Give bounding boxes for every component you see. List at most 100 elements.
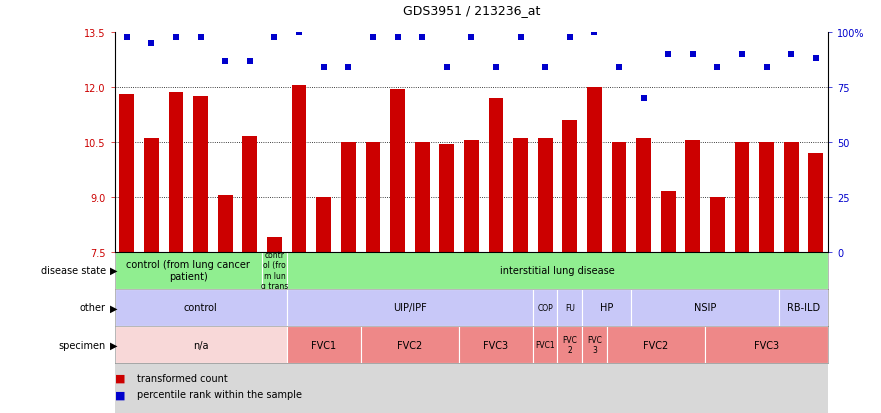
Point (316, 65, 330, 71)
Text: FVC2: FVC2 (397, 340, 423, 350)
Bar (292, 86, 307, 252)
Text: NSIP: NSIP (694, 303, 716, 313)
Bar (587, 88, 602, 252)
Bar (729, 252, 754, 413)
Bar (287, 326, 360, 363)
Text: ■: ■ (115, 373, 125, 383)
Bar (661, 192, 676, 252)
Point (759, 65, 774, 71)
Bar (537, 139, 552, 252)
Bar (287, 252, 311, 413)
Point (169, 34, 183, 41)
Bar (459, 252, 484, 413)
Point (685, 52, 700, 58)
Point (292, 30, 306, 36)
Bar (120, 95, 134, 252)
Bar (705, 326, 828, 363)
Point (735, 52, 749, 58)
Bar (607, 326, 705, 363)
Bar (360, 326, 459, 363)
Bar (115, 252, 263, 289)
Point (144, 41, 159, 47)
Bar (710, 197, 725, 252)
Bar (803, 252, 828, 413)
Text: control (from lung cancer
patient): control (from lung cancer patient) (126, 260, 250, 281)
Bar (168, 93, 183, 252)
Bar (632, 252, 655, 413)
Bar (562, 121, 577, 252)
Bar (582, 289, 632, 326)
Text: contr
ol (fro
m lun
g trans: contr ol (fro m lun g trans (261, 250, 288, 291)
Text: FVC1: FVC1 (536, 340, 555, 349)
Point (218, 58, 233, 65)
Bar (263, 252, 287, 289)
Bar (611, 142, 626, 252)
Bar (607, 252, 632, 413)
Point (661, 52, 675, 58)
Bar (632, 289, 779, 326)
Bar (735, 142, 750, 252)
Bar (655, 252, 680, 413)
Point (514, 34, 528, 41)
Point (415, 34, 429, 41)
Text: ▶: ▶ (110, 340, 118, 350)
Point (440, 65, 454, 71)
Text: FVC
3: FVC 3 (587, 335, 602, 354)
Bar (759, 142, 774, 252)
Bar (390, 90, 405, 252)
Text: GDS3951 / 213236_at: GDS3951 / 213236_at (403, 4, 540, 17)
Text: FVC
2: FVC 2 (562, 335, 577, 354)
Text: ▶: ▶ (110, 266, 118, 275)
Bar (316, 197, 331, 252)
Bar (213, 252, 238, 413)
Bar (341, 142, 356, 252)
Bar (287, 289, 533, 326)
Bar (238, 252, 263, 413)
Bar (582, 252, 607, 413)
Point (194, 34, 208, 41)
Point (612, 65, 626, 71)
Bar (533, 326, 558, 363)
Bar (218, 195, 233, 252)
Bar (385, 252, 410, 413)
Point (366, 34, 380, 41)
Text: FU: FU (565, 303, 574, 312)
Bar (685, 141, 700, 252)
Text: other: other (79, 303, 106, 313)
Text: percentile rank within the sample: percentile rank within the sample (137, 389, 301, 399)
Text: n/a: n/a (193, 340, 209, 350)
Bar (287, 252, 828, 289)
Bar (164, 252, 189, 413)
Text: ■: ■ (115, 389, 125, 399)
Point (588, 30, 602, 36)
Text: FVC3: FVC3 (484, 340, 508, 350)
Bar (784, 142, 798, 252)
Bar (809, 154, 823, 252)
Point (563, 34, 577, 41)
Bar (360, 252, 385, 413)
Bar (410, 252, 434, 413)
Bar (434, 252, 459, 413)
Bar (366, 142, 381, 252)
Bar (779, 289, 828, 326)
Point (637, 95, 651, 102)
Bar (484, 252, 508, 413)
Bar (533, 289, 558, 326)
Bar (311, 252, 336, 413)
Bar (193, 97, 208, 252)
Bar (115, 252, 139, 413)
Bar (464, 141, 478, 252)
Text: transformed count: transformed count (137, 373, 227, 383)
Point (268, 34, 282, 41)
Bar (144, 139, 159, 252)
Bar (779, 252, 803, 413)
Text: ▶: ▶ (110, 303, 118, 313)
Bar (440, 144, 454, 252)
Text: COP: COP (537, 303, 553, 312)
Point (538, 65, 552, 71)
Bar (533, 252, 558, 413)
Bar (115, 326, 287, 363)
Text: specimen: specimen (58, 340, 106, 350)
Bar (582, 326, 607, 363)
Bar (459, 326, 533, 363)
